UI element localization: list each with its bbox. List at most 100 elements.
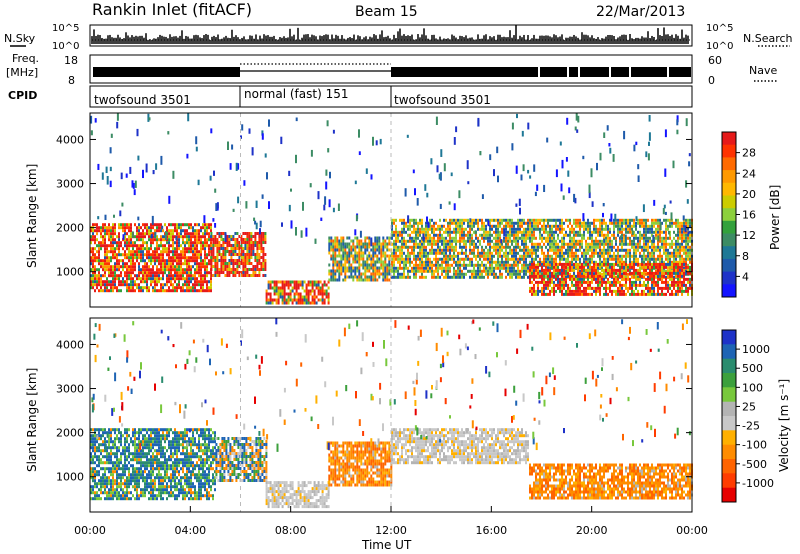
range-gate-cell [567,268,569,272]
range-gate-cell [589,236,591,240]
range-gate-cell [162,259,164,263]
range-gate-cell [635,233,637,237]
range-gate-cell [122,268,124,272]
range-gate-cell [170,289,172,293]
range-gate-cell [116,244,118,248]
range-gate-cell [689,260,691,264]
range-gate-cell [206,262,208,266]
range-gate-cell [553,286,555,290]
range-gate-cell [593,274,595,278]
cpid-segment-3: twofsound 3501 [394,93,491,107]
range-gate-cell [350,251,353,255]
range-gate-cell [655,269,657,273]
range-gate-cell [180,250,182,254]
range-gate-cell [571,227,573,231]
range-gate-cell [283,280,286,284]
range-gate-cell [529,218,531,222]
range-gate-cell [94,271,96,275]
range-gate-cell [178,259,180,263]
range-gate-cell [102,268,104,272]
range-gate-cell [321,298,324,302]
range-gate-cell [202,274,204,278]
range-gate-cell [182,289,184,293]
range-gate-cell [132,247,134,251]
range-gate-cell [168,247,170,251]
range-gate-cell [485,257,487,261]
range-gate-cell [360,239,363,243]
range-gate-cell [283,289,286,293]
range-gate-cell [551,227,553,231]
range-gate-cell [681,242,683,246]
range-gate-cell [533,227,535,231]
range-gate-cell [497,254,499,258]
range-gate-cell [499,254,501,258]
range-gate-cell [419,239,421,243]
range-gate-cell [176,268,178,272]
range-gate-cell [537,286,539,290]
range-gate-cell [553,262,555,266]
range-gate-cell [581,265,583,269]
range-gate-cell [301,280,304,284]
range-gate-cell [196,250,198,254]
range-gate-cell [427,257,429,261]
range-gate-cell [112,238,114,242]
range-gate-cell [128,247,130,251]
range-gate-cell [384,239,387,243]
range-gate-cell [607,239,609,243]
range-gate-cell [206,283,208,287]
range-gate-cell [463,251,465,255]
range-gate-cell [342,242,345,246]
range-gate-cell [667,254,669,258]
range-gate-cell [591,292,593,296]
range-gate-cell [503,236,505,240]
range-gate-cell [545,283,547,287]
range-gate-cell [521,230,523,234]
range-gate-cell [358,269,361,273]
range-gate-cell [384,251,387,255]
range-gate-cell [605,257,607,261]
range-gate-cell [649,257,651,261]
range-gate-cell [254,268,257,271]
nave-label: Nave [749,64,777,77]
range-gate-cell [204,223,206,227]
range-gate-cell [378,257,381,261]
range-gate-cell [244,253,247,256]
range-gate-cell [287,292,290,296]
range-gate-cell [507,257,509,261]
range-gate-cell [380,260,383,264]
range-gate-cell [545,280,547,284]
range-gate-cell [200,274,202,278]
range-gate-cell [126,289,128,293]
range-gate-cell [471,257,473,261]
range-gate-cell [162,277,164,281]
range-gate-cell [214,265,217,268]
range-gate-cell [376,245,379,249]
range-gate-cell [455,272,457,276]
range-gate-cell [180,235,182,239]
range-gate-cell [435,227,437,231]
range-gate-cell [234,262,237,265]
range-gate-cell [382,254,385,258]
range-gate-cell [230,250,233,253]
range-gate-cell [186,247,188,251]
range-gate-cell [112,289,114,293]
range-gate-cell [425,269,427,273]
range-gate-cell [423,248,425,252]
range-gate-cell [447,230,449,234]
range-gate-cell [386,275,389,279]
range-gate-cell [283,283,286,287]
range-gate-cell [651,227,653,231]
range-gate-cell [675,245,677,249]
range-gate-cell [162,271,164,275]
range-gate-cell [547,218,549,222]
range-gate-cell [601,239,603,243]
range-gate-cell [587,277,589,281]
range-gate-cell [92,232,94,236]
range-gate-cell [222,244,225,247]
range-gate-cell [593,230,595,234]
range-gate-cell [677,248,679,252]
range-gate-cell [621,221,623,225]
range-gate-cell [114,286,116,290]
range-gate-cell [336,254,339,258]
range-gate-cell [463,227,465,231]
